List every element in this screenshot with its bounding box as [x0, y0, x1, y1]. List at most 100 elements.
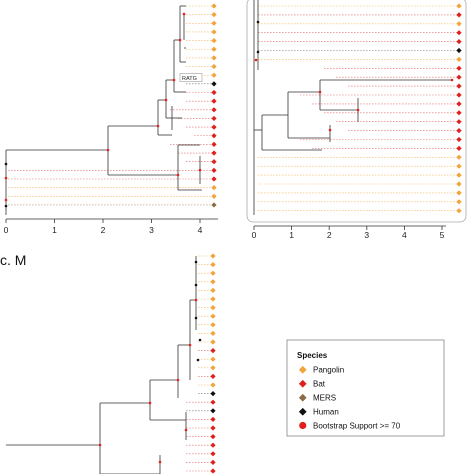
left-tip-marker	[211, 202, 217, 208]
bottom-tip-marker	[210, 279, 216, 285]
right-tip-marker	[456, 136, 462, 143]
bottom-tip-marker	[210, 425, 216, 431]
right-tip-marker	[456, 190, 462, 196]
right-tip-marker	[456, 101, 462, 107]
left-node-label: RATG	[182, 76, 197, 82]
bottom-tip-marker	[210, 339, 216, 345]
left-tip-marker	[211, 150, 217, 156]
right-tick-label: 4	[402, 230, 407, 240]
right-panel-frame	[246, 0, 467, 223]
left-axis-ticks: 0 1 2 3 4	[4, 219, 203, 235]
bootstrap-circle-icon	[299, 421, 307, 430]
left-tip-marker	[211, 20, 217, 26]
right-bootstrap-dot	[328, 128, 332, 132]
bottom-tip-marker	[210, 330, 216, 336]
right-node-dot	[256, 50, 260, 54]
right-tick-label: 1	[289, 230, 294, 240]
left-tick-label: 3	[149, 225, 154, 235]
left-tip-marker	[211, 29, 217, 35]
mers-diamond-icon	[298, 393, 307, 402]
legend-item-bootstrap: Bootstrap Support >= 70	[299, 422, 401, 431]
right-tick-label: 2	[327, 230, 332, 240]
left-tree-panel: 0 1 2 3 4 RATG	[4, 3, 218, 235]
bottom-bootstrap-dot	[188, 343, 192, 347]
right-tick-label: 3	[364, 230, 369, 240]
left-tip-marker	[211, 193, 217, 199]
bottom-tip-marker	[210, 442, 216, 448]
left-bootstrap-dot	[178, 38, 182, 42]
bottom-tip-marker	[210, 459, 216, 465]
left-tip-marker	[211, 141, 217, 147]
bottom-bootstrap-dot	[148, 401, 152, 405]
legend-label-human: Human	[313, 408, 339, 417]
bottom-tip-marker	[210, 408, 216, 414]
bottom-tip-marker	[210, 451, 216, 457]
right-bootstrap-dot	[356, 108, 360, 112]
right-tip-marker	[456, 47, 462, 54]
right-axis-ticks: 0 1 2 3 4 5	[252, 226, 445, 240]
right-tip-marker	[456, 172, 462, 178]
left-tip-marker	[211, 63, 217, 70]
legend-item-human: Human	[298, 407, 339, 417]
pangolin-diamond-icon	[298, 365, 307, 374]
left-bootstrap-dot	[172, 78, 176, 82]
bottom-tip-marker	[210, 253, 216, 259]
left-bootstrap-dot	[198, 168, 202, 172]
left-node-label-box	[179, 73, 203, 82]
left-bootstrap-dot	[4, 176, 8, 180]
legend-label-mers: MERS	[313, 394, 336, 403]
right-tip-marker	[456, 74, 462, 80]
left-tip-marker	[211, 38, 217, 44]
bottom-tip-marker	[210, 270, 216, 276]
right-tip-marker	[456, 163, 462, 169]
bottom-tip-marker	[210, 305, 216, 311]
bottom-node-dot	[194, 316, 198, 320]
legend-title: Species	[297, 351, 328, 360]
bottom-node-dot	[194, 260, 198, 264]
right-tip-marker	[456, 21, 462, 27]
bottom-tip-marker	[210, 382, 216, 388]
left-tip-marker	[211, 176, 217, 182]
bottom-tip-marker	[210, 434, 216, 440]
left-tip-marker	[211, 46, 217, 52]
right-tick-label: 0	[252, 230, 257, 240]
legend-label-bootstrap: Bootstrap Support >= 70	[313, 422, 401, 431]
bottom-bootstrap-dot	[194, 298, 198, 302]
left-tick-label: 1	[52, 225, 57, 235]
right-tip-marker	[456, 199, 462, 205]
left-tick-label: 4	[198, 225, 203, 235]
bottom-node-dot	[198, 338, 202, 342]
right-bootstrap-dot	[450, 78, 454, 82]
right-tip-marker	[456, 39, 462, 45]
human-diamond-icon	[298, 407, 307, 416]
left-tip-marker	[211, 98, 217, 104]
right-bootstrap-dot	[318, 90, 322, 94]
left-tip-marker	[211, 133, 217, 139]
legend-frame	[286, 339, 445, 437]
left-bootstrap-dot	[182, 12, 186, 16]
bottom-tip-marker	[210, 356, 216, 362]
right-tip-marker	[456, 56, 462, 62]
bat-diamond-icon	[298, 379, 307, 388]
left-tip-marker	[211, 3, 217, 9]
right-tip-marker	[456, 154, 462, 160]
left-tip-marker	[211, 89, 217, 96]
left-bootstrap-dot	[156, 124, 160, 128]
right-tip-marker	[456, 12, 462, 18]
right-tree-panel: 0 1 2 3 4 5	[246, 0, 467, 240]
right-tick-label: 5	[440, 230, 445, 240]
bottom-tip-marker	[210, 365, 216, 371]
bottom-tree-panel: c. M	[0, 252, 216, 474]
left-guide-lines	[8, 5, 214, 206]
right-tip-marker	[456, 119, 462, 125]
right-tip-marker	[456, 3, 462, 9]
left-tree-branches	[5, 5, 202, 215]
left-bootstrap-dot	[176, 173, 180, 177]
right-tip-marker	[456, 83, 462, 89]
left-tip-marker	[211, 72, 217, 78]
bottom-node-dot	[196, 358, 200, 362]
right-node-dot	[256, 20, 260, 24]
left-node-dot	[4, 204, 8, 208]
legend-item-pangolin: Pangolin	[298, 365, 344, 375]
